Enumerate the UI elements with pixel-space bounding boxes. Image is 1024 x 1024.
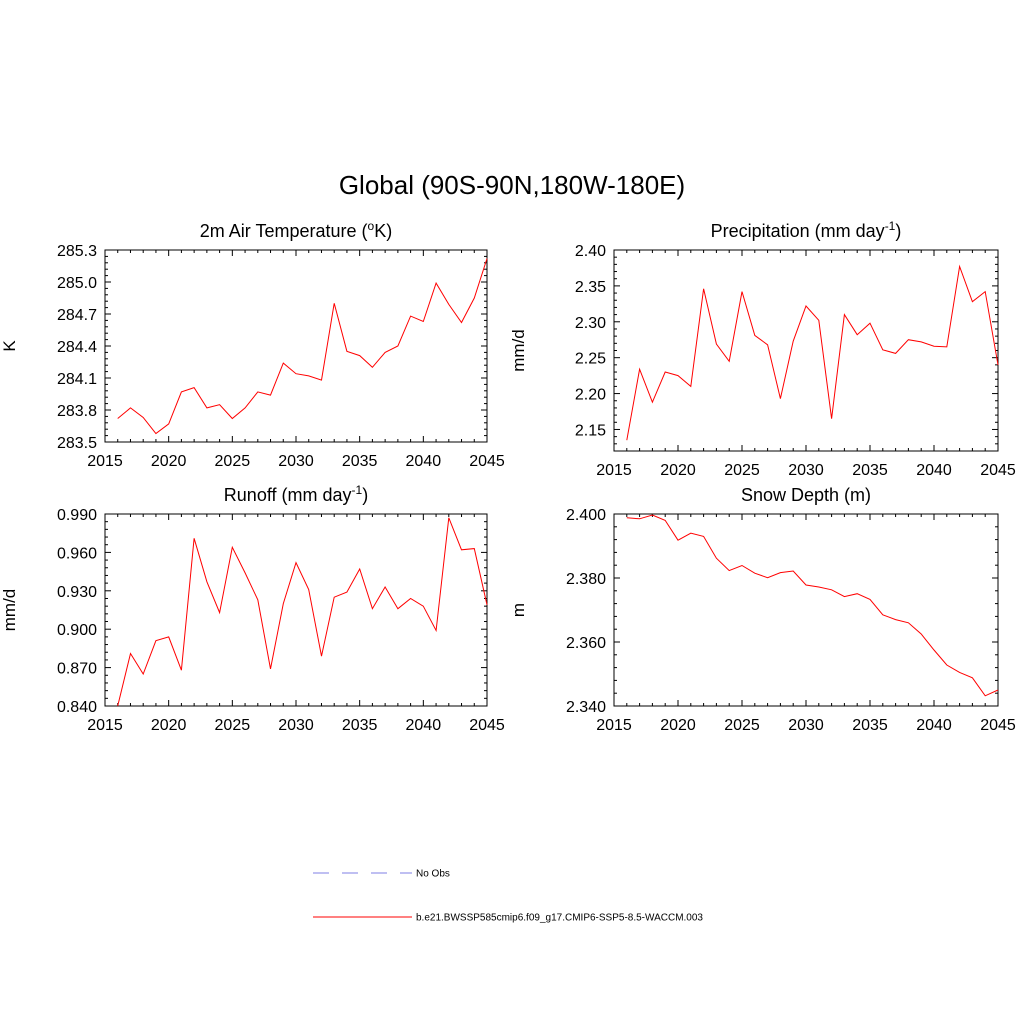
y-axis-label: mm/d [509, 329, 528, 372]
panel-4: 2015 2020 2025 2030 2035 2040 2045 2.340 2.360 2.… [509, 485, 1016, 734]
panel-2: 2015 2020 2025 2030 2035 2040 2045 2.15 2.20 2.25… [509, 219, 1016, 479]
legend-label-no-obs: No Obs [416, 869, 450, 880]
panel-title: Runoff (mm day-1) [224, 483, 368, 505]
y-tick-label: 0.840 [57, 699, 97, 716]
panel-title-end: ) [362, 485, 368, 505]
y-tick-label: 284.1 [57, 371, 97, 388]
y-tick-label: 0.960 [57, 545, 97, 562]
plot-frame [613, 513, 999, 707]
y-tick-label: 2.360 [566, 635, 606, 652]
panel-title-text: 2m Air Temperature ( [200, 221, 368, 241]
plot-frame [613, 249, 999, 452]
y-tick-label: 283.8 [57, 403, 97, 420]
x-tick-label: 2025 [724, 717, 760, 734]
y-tick-label: 2.25 [575, 351, 606, 368]
y-tick-label: 0.900 [57, 622, 97, 639]
panel-title: Snow Depth (m) [741, 485, 871, 505]
panel-title-superscript: o [368, 219, 375, 233]
panel-title-text: Precipitation (mm day [711, 221, 885, 241]
x-tick-label: 2020 [151, 717, 187, 734]
y-tick-label: 2.35 [575, 279, 606, 296]
main-title: Global (90S-90N,180W-180E) [339, 170, 685, 200]
panel-title-superscript: -1 [885, 219, 896, 233]
y-tick-label: 285.0 [57, 275, 97, 292]
x-tick-label: 2045 [980, 462, 1016, 479]
x-tick-label: 2040 [916, 462, 952, 479]
panel-3: 2015 2020 2025 2030 2035 2040 2045 0.840 0.870 0.… [0, 483, 505, 734]
panel-title-text: Runoff (mm day [224, 485, 352, 505]
y-tick-label: 0.930 [57, 584, 97, 601]
y-tick-label: 283.5 [57, 435, 97, 452]
x-tick-label: 2030 [788, 462, 824, 479]
x-tick-label: 2025 [215, 717, 251, 734]
plot-frame [104, 513, 488, 707]
panels: 2015 2020 2025 2030 2035 2040 2045 283.5 283.8 28… [0, 219, 1016, 734]
y-tick-label: 2.400 [566, 507, 606, 524]
x-tick-label: 2035 [342, 717, 378, 734]
panel-title: 2m Air Temperature (oK) [200, 219, 392, 241]
x-tick-label: 2035 [852, 462, 888, 479]
x-tick-label: 2045 [980, 717, 1016, 734]
x-tick-label: 2025 [724, 462, 760, 479]
series-line-1 [626, 514, 999, 697]
panel-title-text: Snow Depth (m) [741, 485, 871, 505]
y-tick-label: 0.990 [57, 507, 97, 524]
y-tick-label: 2.40 [575, 243, 606, 260]
y-tick-label: 2.380 [566, 571, 606, 588]
series-line-1 [626, 264, 999, 441]
panel-1: 2015 2020 2025 2030 2035 2040 2045 283.5 283.8 28… [0, 219, 505, 470]
x-tick-label: 2035 [342, 453, 378, 470]
x-tick-label: 2045 [469, 453, 505, 470]
x-tick-label: 2015 [87, 717, 123, 734]
x-tick-label: 2015 [596, 717, 632, 734]
y-tick-label: 2.20 [575, 387, 606, 404]
y-tick-label: 284.4 [57, 339, 97, 356]
y-tick-label: 284.7 [57, 307, 97, 324]
x-tick-label: 2040 [916, 717, 952, 734]
y-tick-label: 2.340 [566, 699, 606, 716]
y-axis-label: m [509, 603, 528, 617]
x-tick-label: 2040 [406, 453, 442, 470]
panel-title-superscript: -1 [352, 483, 363, 497]
x-tick-label: 2020 [660, 717, 696, 734]
panel-title: Precipitation (mm day-1) [711, 219, 902, 241]
x-tick-label: 2035 [852, 717, 888, 734]
y-tick-label: 2.30 [575, 315, 606, 332]
y-axis-label: K [0, 340, 19, 352]
series-line-1 [117, 517, 488, 707]
x-tick-label: 2030 [788, 717, 824, 734]
x-tick-label: 2015 [596, 462, 632, 479]
panel-title-end: K) [374, 221, 392, 241]
y-tick-label: 2.15 [575, 422, 606, 439]
y-axis-label: mm/d [0, 589, 19, 632]
x-tick-label: 2025 [215, 453, 251, 470]
x-tick-label: 2030 [278, 717, 314, 734]
x-tick-label: 2045 [469, 717, 505, 734]
x-tick-label: 2020 [151, 453, 187, 470]
y-tick-label: 0.870 [57, 661, 97, 678]
x-tick-label: 2030 [278, 453, 314, 470]
x-tick-label: 2015 [87, 453, 123, 470]
plot-frame [104, 249, 488, 443]
legend: No Obs b.e21.BWSSP585cmip6.f09_g17.CMIP6… [313, 869, 703, 924]
x-tick-label: 2020 [660, 462, 696, 479]
panel-title-end: ) [895, 221, 901, 241]
x-tick-label: 2040 [406, 717, 442, 734]
legend-label-model: b.e21.BWSSP585cmip6.f09_g17.CMIP6-SSP5-8… [416, 913, 703, 924]
series-line-1 [117, 258, 488, 435]
y-tick-label: 285.3 [57, 243, 97, 260]
